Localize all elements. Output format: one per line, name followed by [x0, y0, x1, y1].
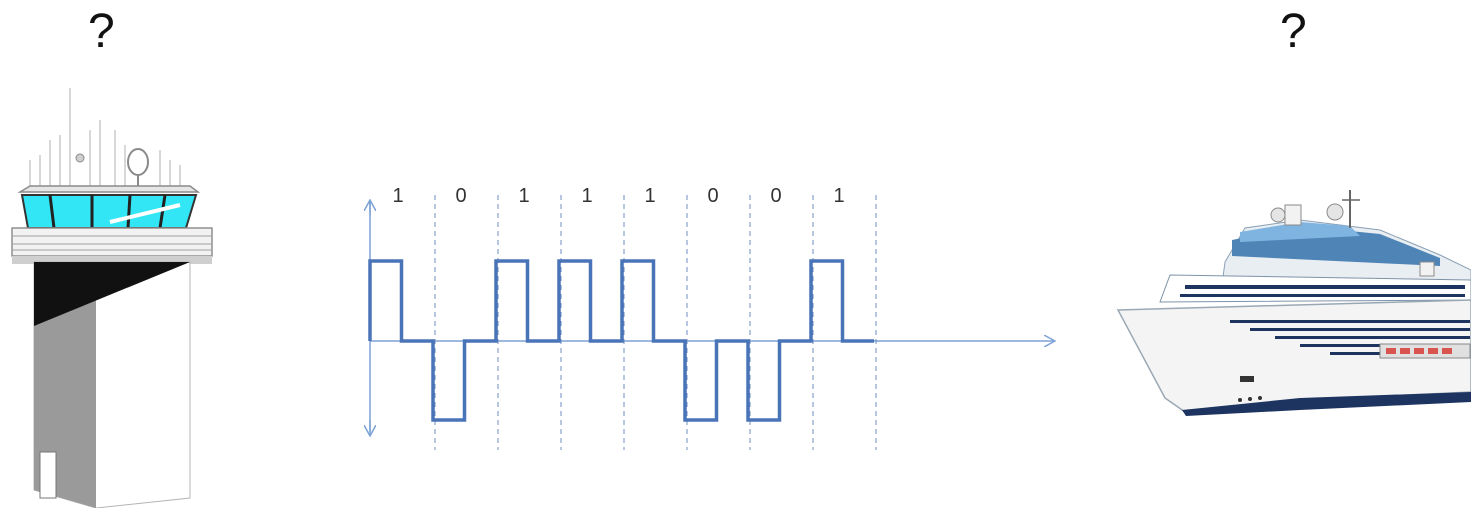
signal-diagram: 1 0 1 1 1 0 0 1	[370, 185, 1055, 450]
bit-label: 0	[455, 185, 466, 207]
bit-label: 1	[392, 185, 403, 207]
signal-waveform	[368, 259, 874, 422]
bit-label: 1	[581, 185, 592, 207]
bit-label: 0	[770, 185, 781, 207]
bit-label: 1	[518, 185, 529, 207]
bit-label: 1	[644, 185, 655, 207]
control-tower-icon	[11, 88, 213, 508]
cruise-ship-icon	[1116, 190, 1471, 416]
right-question-mark: ?	[1280, 5, 1307, 58]
bit-label: 1	[833, 185, 844, 207]
bit-label: 0	[707, 185, 718, 207]
left-question-mark: ?	[88, 5, 115, 58]
